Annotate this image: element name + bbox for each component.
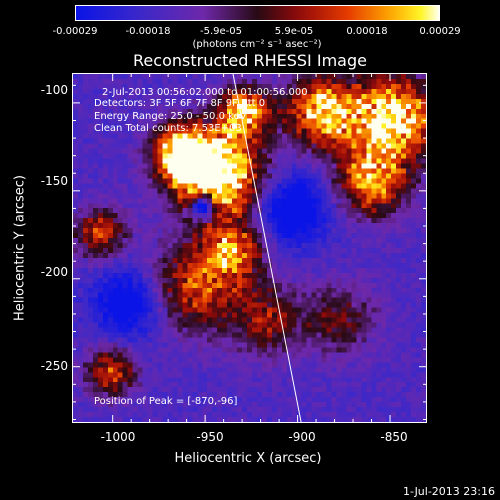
- detectors-label: Detectors: 3F 5F 6F 7F 8F 9F Att 0: [94, 98, 266, 109]
- y-axis-label: Heliocentric Y (arcsec): [12, 175, 28, 321]
- footer-timestamp: 1-Jul-2013 23:16: [402, 485, 495, 498]
- colorbar-tick: 5.9e-05: [274, 26, 314, 37]
- colorbar-units: (photons cm⁻² s⁻¹ asec⁻²): [192, 39, 322, 50]
- colorbar-tick: 0.00018: [346, 26, 388, 37]
- colorbar-tick: -5.9e-05: [200, 26, 242, 37]
- y-tick-label: -150: [40, 174, 68, 188]
- colorbar-tick: -0.00029: [52, 26, 98, 37]
- clean-counts-label: Clean Total counts: 7.53E+03: [94, 123, 242, 134]
- x-tick-label: -1000: [100, 430, 136, 444]
- y-tick-label: -200: [40, 265, 68, 279]
- peak-position-label: Position of Peak = [-870,-96]: [94, 396, 238, 407]
- y-tick-label: -250: [40, 359, 68, 373]
- x-tick-label: -900: [288, 430, 316, 444]
- image-title: Reconstructed RHESSI Image: [133, 51, 367, 70]
- y-tick-label: -100: [40, 83, 68, 97]
- colorbar: [75, 5, 440, 21]
- x-tick-label: -950: [196, 430, 224, 444]
- x-axis-label: Heliocentric X (arcsec): [174, 451, 322, 466]
- time-range-label: 2-Jul-2013 00:56:02.000 to 01:00:56.000: [102, 87, 308, 98]
- x-tick-label: -850: [380, 430, 408, 444]
- energy-range-label: Energy Range: 25.0 - 50.0 keV: [94, 111, 247, 122]
- colorbar-gradient: [76, 6, 439, 20]
- colorbar-tick: -0.00018: [125, 26, 171, 37]
- colorbar-tick: 0.00029: [419, 26, 461, 37]
